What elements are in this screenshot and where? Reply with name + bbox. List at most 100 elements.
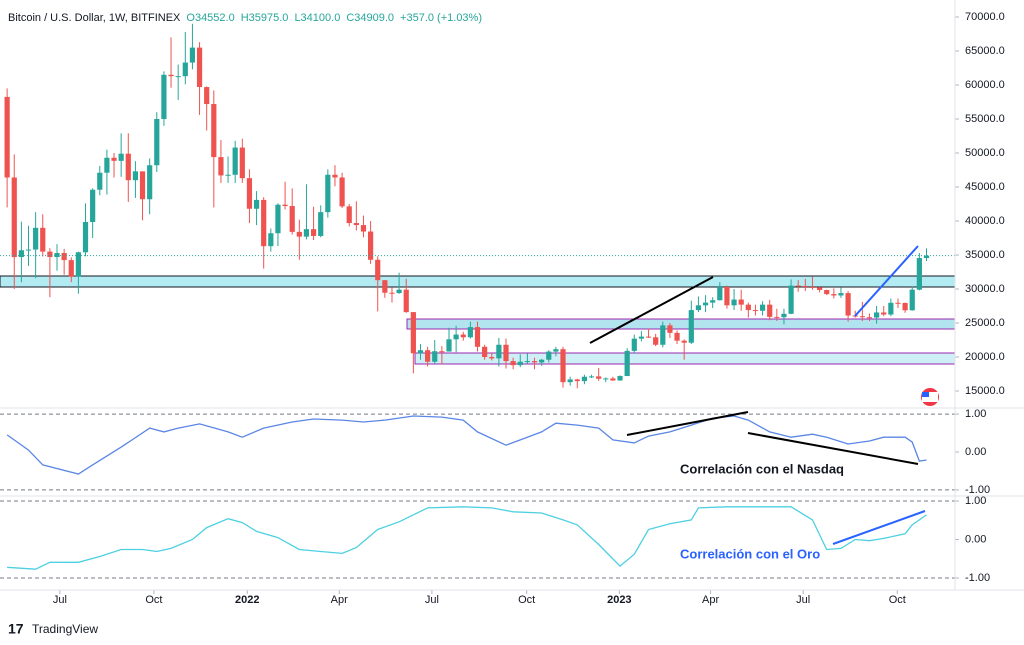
candle-body bbox=[225, 174, 231, 176]
x-tick-label: Apr bbox=[331, 594, 348, 606]
legend-value: C34909.0 bbox=[346, 12, 394, 24]
candle-body bbox=[54, 252, 60, 258]
y-tick-label: 30000.0 bbox=[965, 283, 1005, 295]
legend-value: L34100.0 bbox=[294, 12, 340, 24]
candle-body bbox=[325, 174, 331, 213]
y-tick-label: 70000.0 bbox=[965, 11, 1005, 23]
candle-body bbox=[923, 255, 930, 259]
candle-body bbox=[916, 258, 922, 290]
candle-body bbox=[289, 206, 295, 232]
y-tick-label: 1.00 bbox=[965, 408, 986, 420]
candle-body bbox=[574, 379, 580, 382]
candle-body bbox=[40, 227, 46, 252]
candle-body bbox=[660, 325, 666, 345]
candle-body bbox=[503, 344, 509, 362]
candle-body bbox=[97, 172, 103, 190]
candle-body bbox=[417, 350, 424, 354]
zone bbox=[0, 275, 956, 288]
y-tick-label: 65000.0 bbox=[965, 45, 1005, 57]
candle-body bbox=[524, 361, 530, 363]
candle-body bbox=[310, 229, 317, 236]
candle-body bbox=[125, 153, 131, 181]
candle-body bbox=[717, 286, 723, 301]
candle-body bbox=[375, 259, 381, 281]
candle-body bbox=[795, 285, 801, 287]
header: Bitcoin / U.S. Dollar, 1W, BITFINEX O3455… bbox=[8, 12, 482, 24]
candle-body bbox=[745, 304, 751, 311]
candle-body bbox=[161, 74, 167, 119]
candle-body bbox=[510, 361, 516, 366]
candle-body bbox=[695, 305, 702, 311]
logo: 17 TradingView bbox=[8, 621, 98, 637]
y-tick-label: 20000.0 bbox=[965, 351, 1005, 363]
legend-value: O34552.0 bbox=[186, 12, 234, 24]
candle-body bbox=[667, 325, 673, 333]
candle-body bbox=[895, 302, 901, 304]
candle-body bbox=[874, 312, 880, 318]
candle-body bbox=[453, 334, 459, 340]
candle-body bbox=[389, 292, 395, 294]
candle-body bbox=[25, 249, 32, 251]
annotation: Correlación con el Oro bbox=[680, 546, 820, 561]
candle-body bbox=[11, 177, 17, 258]
legend-value: H35975.0 bbox=[241, 12, 289, 24]
y-tick-label: 35000.0 bbox=[965, 249, 1005, 261]
candle-body bbox=[546, 351, 552, 360]
candle-body bbox=[268, 233, 274, 247]
correlation-line bbox=[7, 506, 927, 570]
marks: Jul Oct 2022 Apr Jul Oct 2023 Apr Jul Oct 15000.0 2… bbox=[0, 11, 1005, 606]
candle-body bbox=[553, 349, 559, 352]
candle-body bbox=[888, 302, 894, 315]
candle-body bbox=[816, 287, 823, 291]
candle-body bbox=[866, 317, 873, 319]
candle-body bbox=[367, 231, 374, 260]
candle-body bbox=[189, 47, 196, 63]
candle-body bbox=[218, 157, 224, 176]
y-tick-label: -1.00 bbox=[965, 484, 990, 496]
y-tick-label: 0.00 bbox=[965, 446, 986, 458]
candle-body bbox=[674, 332, 680, 341]
candle-body bbox=[638, 336, 645, 339]
candle-body bbox=[410, 312, 416, 354]
candle-body bbox=[118, 153, 124, 161]
candle-body bbox=[610, 378, 616, 381]
x-tick-label: Jul bbox=[53, 594, 67, 606]
candle-body bbox=[396, 289, 402, 294]
logo-text: TradingView bbox=[32, 622, 98, 636]
candle-body bbox=[90, 189, 96, 223]
y-tick-label: 1.00 bbox=[965, 495, 986, 507]
candle-body bbox=[645, 336, 652, 338]
trend-line bbox=[626, 411, 749, 436]
y-tick-label: 15000.0 bbox=[965, 385, 1005, 397]
candle-body bbox=[474, 327, 481, 347]
candle-body bbox=[68, 260, 74, 277]
trend-line bbox=[589, 276, 714, 344]
candle-body bbox=[738, 299, 744, 305]
candle-body bbox=[617, 376, 623, 381]
candle-body bbox=[296, 231, 302, 237]
candle-body bbox=[460, 334, 466, 338]
candle-body bbox=[809, 286, 816, 288]
candle-body bbox=[603, 378, 609, 380]
candle-body bbox=[111, 157, 117, 161]
candle-body bbox=[838, 293, 844, 296]
zone bbox=[406, 318, 956, 330]
candle-body bbox=[253, 199, 260, 209]
candle-body bbox=[439, 351, 445, 353]
candle-body bbox=[232, 147, 238, 175]
candle-body bbox=[332, 174, 338, 178]
x-tick-label: 2022 bbox=[235, 594, 259, 606]
candle-body bbox=[318, 212, 324, 236]
trend-line bbox=[854, 245, 919, 317]
candle-body bbox=[353, 223, 359, 226]
y-tick-label: 45000.0 bbox=[965, 181, 1005, 193]
candle-body bbox=[246, 178, 253, 209]
candle-body bbox=[824, 290, 830, 295]
candle-body bbox=[581, 376, 588, 382]
candle-body bbox=[517, 361, 523, 366]
candle-body bbox=[339, 177, 345, 207]
candle-body bbox=[211, 104, 217, 158]
candle-body bbox=[446, 339, 452, 352]
title: Bitcoin / U.S. Dollar, 1W, BITFINEX bbox=[8, 12, 181, 24]
y-tick-label: -1.00 bbox=[965, 572, 990, 584]
